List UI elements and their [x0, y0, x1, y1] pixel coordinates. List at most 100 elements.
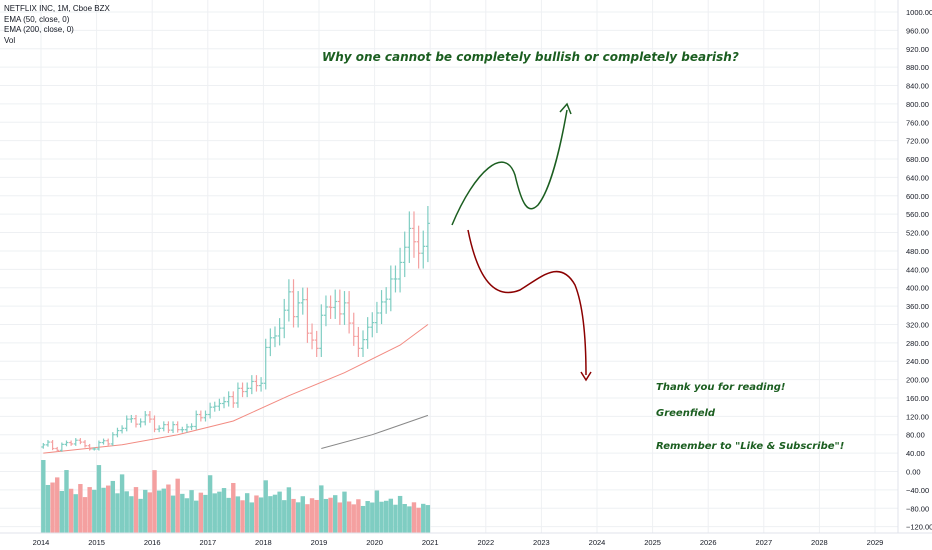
volume-bar — [254, 495, 259, 533]
volume-bar — [68, 488, 74, 533]
price-tick-label: −80.00 — [906, 504, 929, 513]
volume-bar — [189, 490, 194, 533]
volume-bar — [393, 504, 398, 533]
price-tick-label: 480.00 — [906, 247, 929, 256]
volume-bar — [337, 502, 343, 533]
price-tick-label: 240.00 — [906, 357, 929, 366]
price-tick-label: 720.00 — [906, 137, 929, 146]
volume-bar — [365, 501, 370, 533]
volume-bar — [291, 498, 296, 533]
price-tick-label: 80.00 — [906, 431, 925, 440]
volume-bar — [356, 499, 361, 533]
volume-bar — [170, 495, 176, 533]
ema200-legend[interactable]: EMA (200, close, 0) — [4, 25, 74, 34]
price-tick-label: 760.00 — [906, 118, 929, 127]
volume-bar — [138, 498, 143, 533]
price-tick-label: 920.00 — [906, 45, 929, 54]
volume-legend[interactable]: Vol — [4, 35, 16, 45]
volume-bar — [328, 497, 333, 533]
question-annotation: Why one cannot be completely bullish or … — [322, 50, 739, 64]
bullish-scenario-curve — [451, 109, 568, 226]
price-axis[interactable]: 1040.001000.00960.00920.00880.00840.0080… — [906, 0, 932, 532]
volume-bar — [411, 502, 417, 533]
volume-bar — [129, 496, 134, 533]
volume-bar — [50, 482, 55, 533]
volume-bar — [300, 496, 305, 533]
price-tick-label: 1000.00 — [906, 8, 932, 17]
volume-bar — [319, 485, 324, 533]
volume-bar — [198, 492, 204, 533]
volume-bar — [217, 491, 222, 533]
volume-bar — [323, 498, 329, 533]
volume-bar — [370, 502, 375, 533]
volume-bar — [333, 495, 338, 533]
volume-bar — [156, 490, 162, 533]
price-tick-label: 440.00 — [906, 265, 929, 274]
ema-lines — [43, 324, 429, 454]
time-tick-label: 2029 — [867, 538, 884, 547]
volume-bar — [282, 500, 287, 533]
time-tick-label: 2024 — [589, 538, 606, 547]
volume-bar — [221, 488, 227, 533]
volume-bar — [105, 485, 111, 533]
volume-bar — [207, 475, 213, 533]
volume-bar — [309, 498, 315, 533]
volume-bar — [110, 480, 116, 533]
price-tick-label: 840.00 — [906, 82, 929, 91]
volume-bar — [194, 500, 199, 533]
volume-bar — [41, 460, 46, 533]
volume-bar — [379, 501, 384, 533]
time-tick-label: 2016 — [144, 538, 161, 547]
volume-bar — [147, 492, 153, 533]
ema50-line — [43, 324, 429, 454]
time-tick-label: 2025 — [644, 538, 661, 547]
volume-bar — [59, 491, 65, 533]
volume-bar — [277, 491, 282, 533]
symbol-title[interactable]: NETFLIX INC, 1M, Cboe BZX — [4, 4, 110, 13]
price-tick-label: 200.00 — [906, 376, 929, 385]
price-tick-label: 800.00 — [906, 100, 929, 109]
price-tick-label: 680.00 — [906, 155, 929, 164]
time-axis[interactable]: 2014 2015 2016 2017 2018 2019 2020 2021 2022 2023… — [33, 538, 884, 547]
volume-bar — [342, 491, 347, 533]
time-tick-label: 2020 — [366, 538, 383, 547]
volume-bar — [244, 493, 250, 533]
price-tick-label: −40.00 — [906, 486, 929, 495]
volume-bar — [388, 498, 394, 533]
time-tick-label: 2026 — [700, 538, 717, 547]
volume-bar — [240, 500, 245, 533]
volume-bar — [231, 482, 236, 533]
price-tick-label: 160.00 — [906, 394, 929, 403]
time-tick-label: 2028 — [811, 538, 828, 547]
volume-bar — [305, 504, 310, 533]
price-tick-label: 640.00 — [906, 173, 929, 182]
volume-bar — [402, 504, 407, 533]
ema200-line — [321, 414, 429, 449]
price-tick-label: 400.00 — [906, 284, 929, 293]
thanks-annotation: Thank you for reading! — [656, 382, 786, 393]
price-tick-label: 360.00 — [906, 302, 929, 311]
volume-bar — [73, 494, 78, 533]
scenario-arrows — [451, 102, 592, 382]
volume-bar — [235, 496, 241, 533]
volume-bar — [92, 489, 97, 533]
price-tick-label: 880.00 — [906, 63, 929, 72]
volume-bar — [143, 489, 148, 533]
price-tick-label: 280.00 — [906, 339, 929, 348]
volume-bar — [249, 502, 255, 533]
time-tick-label: 2021 — [422, 538, 439, 547]
chart-grid — [0, 0, 898, 533]
volume-bar — [374, 490, 380, 533]
bearish-scenario-curve — [467, 229, 587, 376]
volume-bar — [203, 494, 208, 533]
volume-bar — [383, 500, 389, 533]
volume-bar — [314, 499, 319, 533]
time-tick-label: 2019 — [311, 538, 328, 547]
ema50-legend[interactable]: EMA (50, close, 0) — [4, 14, 70, 24]
time-tick-label: 2015 — [88, 538, 105, 547]
price-tick-label: 320.00 — [906, 320, 929, 329]
bearish-arrowhead — [580, 371, 592, 382]
volume-bar — [115, 493, 120, 533]
volume-bar — [212, 493, 217, 533]
